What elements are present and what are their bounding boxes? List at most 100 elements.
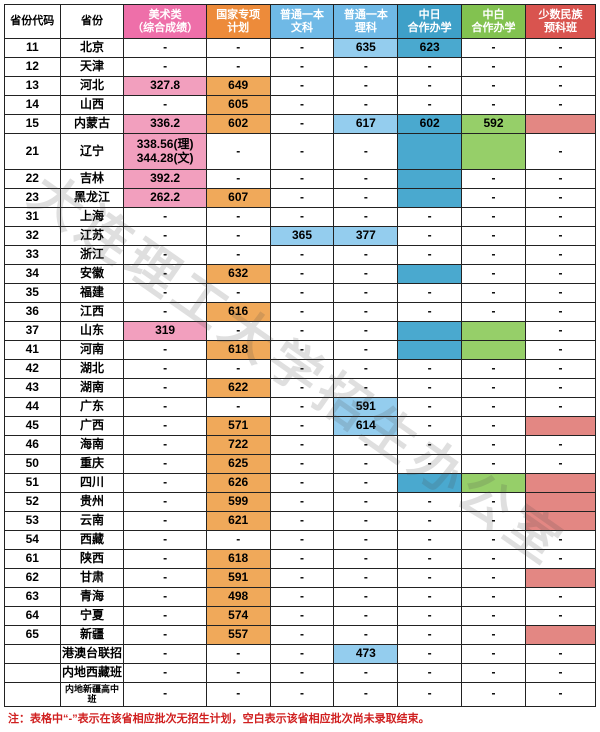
cell-code: 44 (5, 398, 61, 417)
cell-data-5: - (462, 588, 526, 607)
cell-data-1: 599 (206, 493, 270, 512)
cell-data-0: - (124, 569, 206, 588)
cell-data-3: - (334, 474, 398, 493)
cell-data-2: - (270, 512, 334, 531)
cell-data-1: 622 (206, 379, 270, 398)
cell-data-2: - (270, 588, 334, 607)
cell-code: 31 (5, 208, 61, 227)
cell-data-4 (398, 170, 462, 189)
cell-data-2: - (270, 58, 334, 77)
cell-data-0: - (124, 96, 206, 115)
cell-data-1: 621 (206, 512, 270, 531)
cell-data-4: - (398, 77, 462, 96)
cell-data-6: - (525, 341, 595, 360)
cell-data-3: - (334, 96, 398, 115)
cell-data-3: - (334, 664, 398, 683)
cell-data-3: - (334, 284, 398, 303)
cell-data-3: - (334, 436, 398, 455)
cell-data-2: - (270, 398, 334, 417)
cell-province: 青海 (60, 588, 124, 607)
cell-data-6: - (525, 246, 595, 265)
cell-province: 北京 (60, 39, 124, 58)
cell-data-2: - (270, 170, 334, 189)
cell-data-4: - (398, 208, 462, 227)
cell-data-4: - (398, 645, 462, 664)
cell-data-2: - (270, 39, 334, 58)
cell-data-5: - (462, 39, 526, 58)
cell-data-0: - (124, 455, 206, 474)
cell-data-5: - (462, 531, 526, 550)
cell-code (5, 645, 61, 664)
table-row: 41河南-618--- (5, 341, 596, 360)
cell-data-3: - (334, 683, 398, 707)
cell-data-2: - (270, 531, 334, 550)
table-row: 内地新疆高中班------- (5, 683, 596, 707)
cell-data-3: - (334, 322, 398, 341)
cell-data-5: - (462, 96, 526, 115)
cell-data-4: - (398, 58, 462, 77)
cell-data-5: - (462, 626, 526, 645)
cell-data-6 (525, 115, 595, 134)
cell-code: 65 (5, 626, 61, 645)
col-header-2: 美术类（综合成绩） (124, 5, 206, 39)
cell-data-5: 592 (462, 115, 526, 134)
cell-province: 山西 (60, 96, 124, 115)
table-row: 52贵州-599---- (5, 493, 596, 512)
table-row: 37山东319---- (5, 322, 596, 341)
cell-data-4: - (398, 626, 462, 645)
cell-data-1: 722 (206, 436, 270, 455)
cell-data-0: - (124, 588, 206, 607)
table-row: 21辽宁338.56(理)344.28(文)---- (5, 134, 596, 170)
cell-province: 海南 (60, 436, 124, 455)
table-row: 34安徽-632---- (5, 265, 596, 284)
cell-data-6: - (525, 77, 595, 96)
cell-code: 34 (5, 265, 61, 284)
cell-data-4: - (398, 493, 462, 512)
cell-data-1: - (206, 645, 270, 664)
cell-data-4: - (398, 588, 462, 607)
cell-data-3: - (334, 512, 398, 531)
cell-data-6: - (525, 39, 595, 58)
cell-data-5: - (462, 379, 526, 398)
cell-data-0: - (124, 531, 206, 550)
cell-data-2: - (270, 134, 334, 170)
col-header-3: 国家专项计划 (206, 5, 270, 39)
cell-code: 22 (5, 170, 61, 189)
cell-data-4 (398, 265, 462, 284)
cell-province: 河南 (60, 341, 124, 360)
table-row: 51四川-626-- (5, 474, 596, 493)
table-row: 62甘肃-591---- (5, 569, 596, 588)
table-row: 15内蒙古336.2602-617602592 (5, 115, 596, 134)
cell-province: 上海 (60, 208, 124, 227)
cell-data-4: - (398, 550, 462, 569)
cell-data-0: 338.56(理)344.28(文) (124, 134, 206, 170)
cell-province: 湖南 (60, 379, 124, 398)
cell-data-6 (525, 417, 595, 436)
cell-data-0: - (124, 607, 206, 626)
table-row: 23黑龙江262.2607---- (5, 189, 596, 208)
table-row: 22吉林392.2----- (5, 170, 596, 189)
table-row: 32江苏--365377--- (5, 227, 596, 246)
cell-data-2: - (270, 683, 334, 707)
admission-scores-table: 省份代码省份美术类（综合成绩）国家专项计划普通一本文科普通一本理科中日合作办学中… (4, 4, 596, 707)
cell-province: 新疆 (60, 626, 124, 645)
cell-data-4 (398, 322, 462, 341)
cell-data-2: - (270, 115, 334, 134)
table-row: 14山西-605----- (5, 96, 596, 115)
cell-code: 14 (5, 96, 61, 115)
cell-data-0: - (124, 512, 206, 531)
cell-data-0: 392.2 (124, 170, 206, 189)
cell-data-0: - (124, 360, 206, 379)
cell-data-6 (525, 569, 595, 588)
cell-data-1: 602 (206, 115, 270, 134)
cell-province: 内地西藏班 (60, 664, 124, 683)
cell-code: 50 (5, 455, 61, 474)
cell-data-1: 571 (206, 417, 270, 436)
table-row: 61陕西-618----- (5, 550, 596, 569)
cell-code: 35 (5, 284, 61, 303)
col-header-7: 中白合作办学 (462, 5, 526, 39)
col-header-1: 省份 (60, 5, 124, 39)
cell-code: 46 (5, 436, 61, 455)
cell-data-2: - (270, 664, 334, 683)
cell-data-1: 626 (206, 474, 270, 493)
